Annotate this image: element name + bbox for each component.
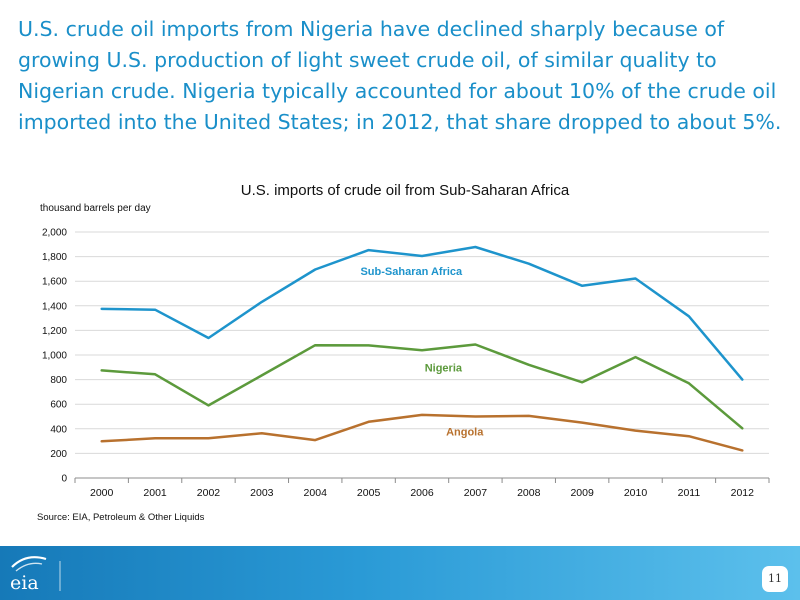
x-tick-label: 2002: [197, 487, 221, 499]
series-line-nigeria: [100, 343, 744, 430]
x-tick-label: 2003: [250, 487, 274, 499]
footer-band: [0, 546, 800, 600]
y-tick-label: 1,000: [42, 351, 67, 362]
x-tick-label: 2011: [678, 487, 701, 499]
logo-swoosh-icon: [11, 556, 47, 568]
y-tick-label: 0: [61, 474, 67, 485]
series-label-angola: Angola: [446, 427, 484, 439]
series-line-angola: [100, 413, 744, 452]
y-tick-label: 400: [50, 424, 67, 435]
slide-headline: U.S. crude oil imports from Nigeria have…: [18, 17, 782, 134]
chart-title: U.S. imports of crude oil from Sub-Sahar…: [241, 182, 570, 199]
page-number: 11: [762, 566, 788, 592]
source-note: Source: EIA, Petroleum & Other Liquids: [37, 512, 205, 523]
x-tick-label: 2001: [143, 487, 167, 499]
y-tick-label: 1,400: [42, 301, 67, 312]
series-lines: [100, 245, 744, 452]
x-tick-label: 2010: [624, 487, 648, 499]
y-tick-label: 1,200: [42, 326, 67, 337]
y-tick-label: 800: [50, 375, 67, 386]
axes: 0 200 400 600 800 1,000 1,200 1,400 1,600 1,800 2,…: [42, 228, 770, 499]
y-tick-label: 600: [50, 400, 67, 411]
x-tick-label: 2000: [90, 487, 114, 499]
y-tick-label: 2,000: [42, 228, 67, 239]
gridlines: [75, 231, 769, 454]
x-tick-label: 2004: [304, 487, 328, 499]
x-tick-label: 2012: [731, 487, 755, 499]
series-line-sub-saharan-africa: [100, 245, 744, 381]
series-label-nigeria: Nigeria: [425, 363, 463, 375]
series-label-sub-saharan-africa: Sub-Saharan Africa: [360, 266, 463, 278]
x-tick-label: 2007: [464, 487, 488, 499]
x-tick-label: 2005: [357, 487, 381, 499]
x-tick-label: 2008: [517, 487, 541, 499]
y-tick-label: 1,800: [42, 252, 67, 263]
crude-imports-line-chart: U.S. imports of crude oil from Sub-Sahar…: [40, 182, 770, 499]
x-tick-label: 2006: [410, 487, 434, 499]
y-tick-label: 1,600: [42, 277, 67, 288]
logo-text: eia: [10, 572, 39, 594]
series-labels: Sub-Saharan Africa Nigeria Angola: [360, 266, 484, 439]
y-axis-label: thousand barrels per day: [40, 203, 151, 214]
eia-logo: eia: [10, 556, 61, 594]
y-tick-label: 200: [50, 449, 67, 460]
x-tick-label: 2009: [570, 487, 594, 499]
